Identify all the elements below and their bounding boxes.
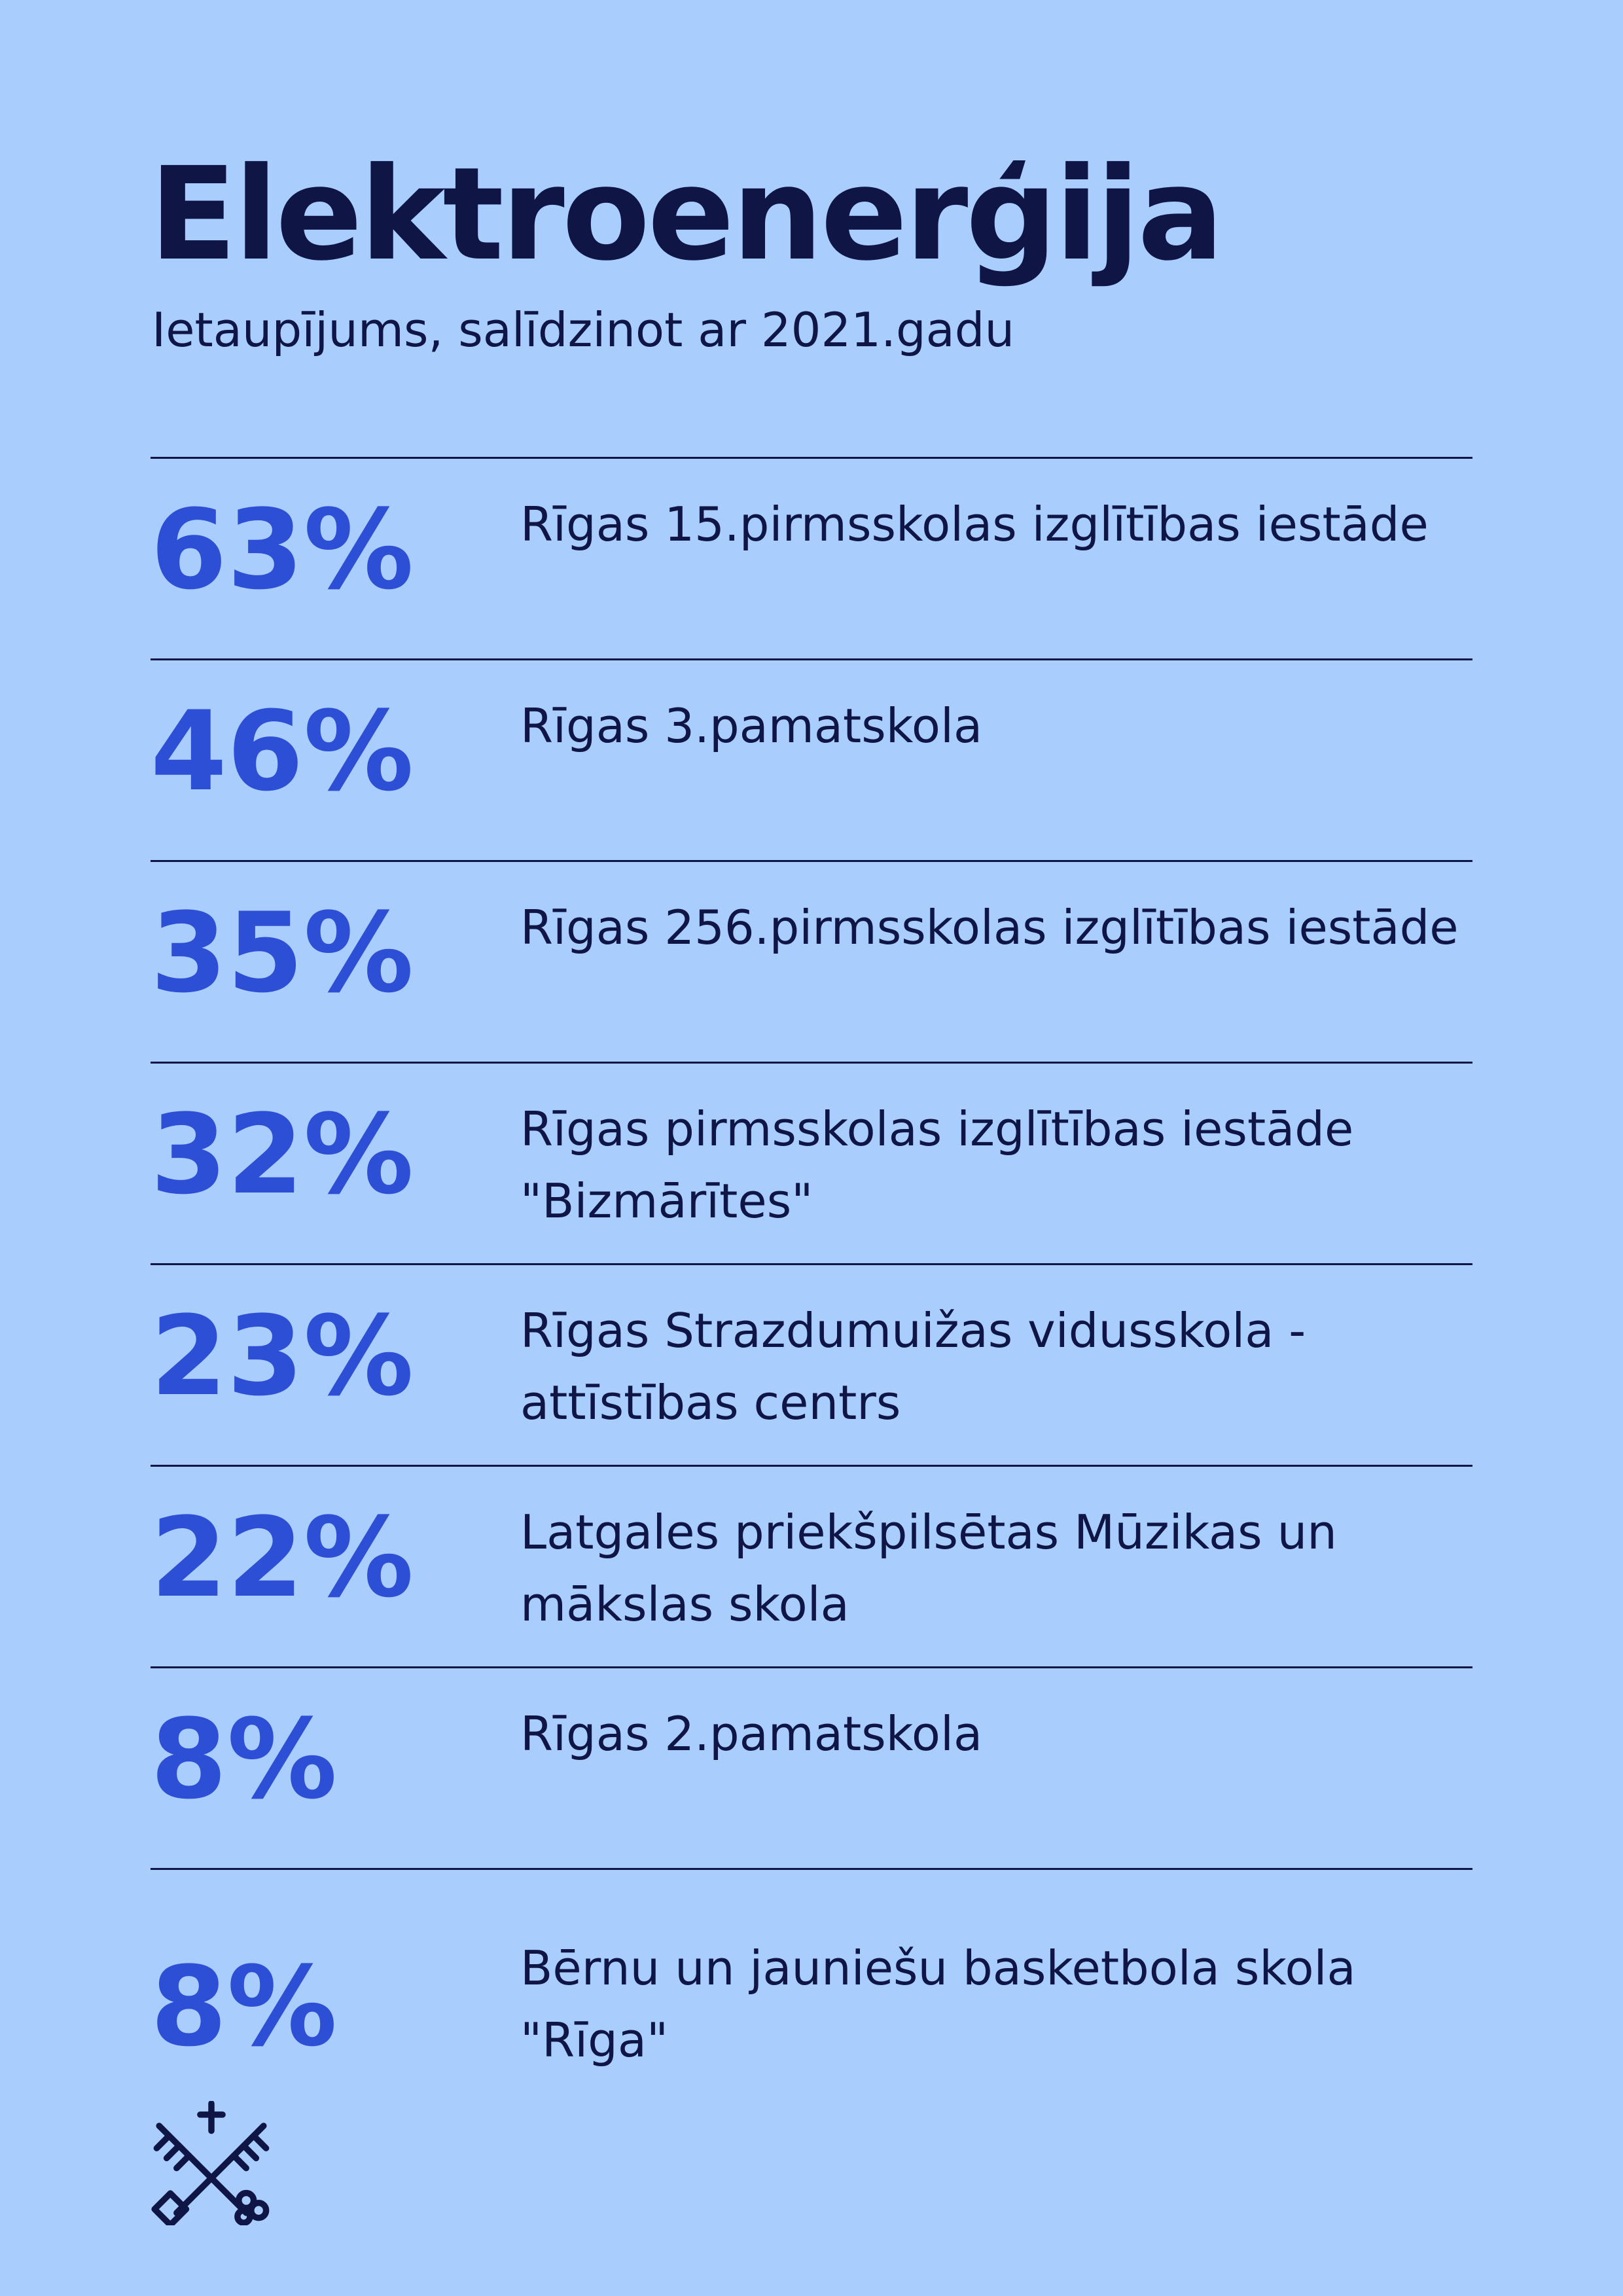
divider [151, 860, 1472, 862]
page-title: Elektroenerģija [149, 140, 1224, 289]
list-item: 35% Rīgas 256.pirmsskolas izglītības ies… [151, 862, 1472, 1062]
divider [151, 1666, 1472, 1668]
page-subtitle: Ietaupījums, salīdzinot ar 2021.gadu [152, 302, 1015, 357]
divider [151, 1062, 1472, 1064]
divider [151, 658, 1472, 660]
savings-percent: 32% [151, 1090, 414, 1219]
institution-name: Rīgas 2.pamatskola [520, 1706, 983, 1761]
savings-list: 63% Rīgas 15.pirmsskolas izglītības iest… [151, 457, 1472, 2079]
divider [151, 1868, 1472, 1870]
list-item: 8% Rīgas 2.pamatskola [151, 1668, 1472, 1868]
savings-percent: 23% [151, 1292, 414, 1420]
institution-name: Bērnu un jauniešu basketbola skola "Rīga… [520, 1941, 1356, 2068]
savings-percent: 8% [151, 1943, 338, 2071]
institution-name: Rīgas Strazdumuižas vidusskola - attīstī… [520, 1303, 1306, 1430]
list-item: 22% Latgales priekšpilsētas Mūzikas un m… [151, 1467, 1472, 1666]
savings-percent: 8% [151, 1695, 338, 1823]
divider [151, 1263, 1472, 1265]
list-item: 63% Rīgas 15.pirmsskolas izglītības iest… [151, 459, 1472, 658]
divider [151, 457, 1472, 459]
savings-percent: 22% [151, 1494, 414, 1622]
list-item: 23% Rīgas Strazdumuižas vidusskola - att… [151, 1265, 1472, 1465]
institution-name: Rīgas pirmsskolas izglītības iestāde "Bi… [520, 1102, 1354, 1229]
list-item: 32% Rīgas pirmsskolas izglītības iestāde… [151, 1064, 1472, 1263]
crossed-keys-icon [151, 2101, 270, 2225]
divider [151, 1465, 1472, 1467]
savings-percent: 63% [151, 486, 414, 614]
institution-name: Rīgas 256.pirmsskolas izglītības iestāde [520, 900, 1459, 955]
list-item: 8% Bērnu un jauniešu basketbola skola "R… [151, 1870, 1472, 2079]
savings-percent: 46% [151, 687, 414, 816]
list-item: 46% Rīgas 3.pamatskola [151, 660, 1472, 860]
institution-name: Rīgas 3.pamatskola [520, 698, 983, 753]
institution-name: Rīgas 15.pirmsskolas izglītības iestāde [520, 497, 1429, 552]
institution-name: Latgales priekšpilsētas Mūzikas un māksl… [520, 1505, 1337, 1632]
savings-percent: 35% [151, 889, 414, 1017]
